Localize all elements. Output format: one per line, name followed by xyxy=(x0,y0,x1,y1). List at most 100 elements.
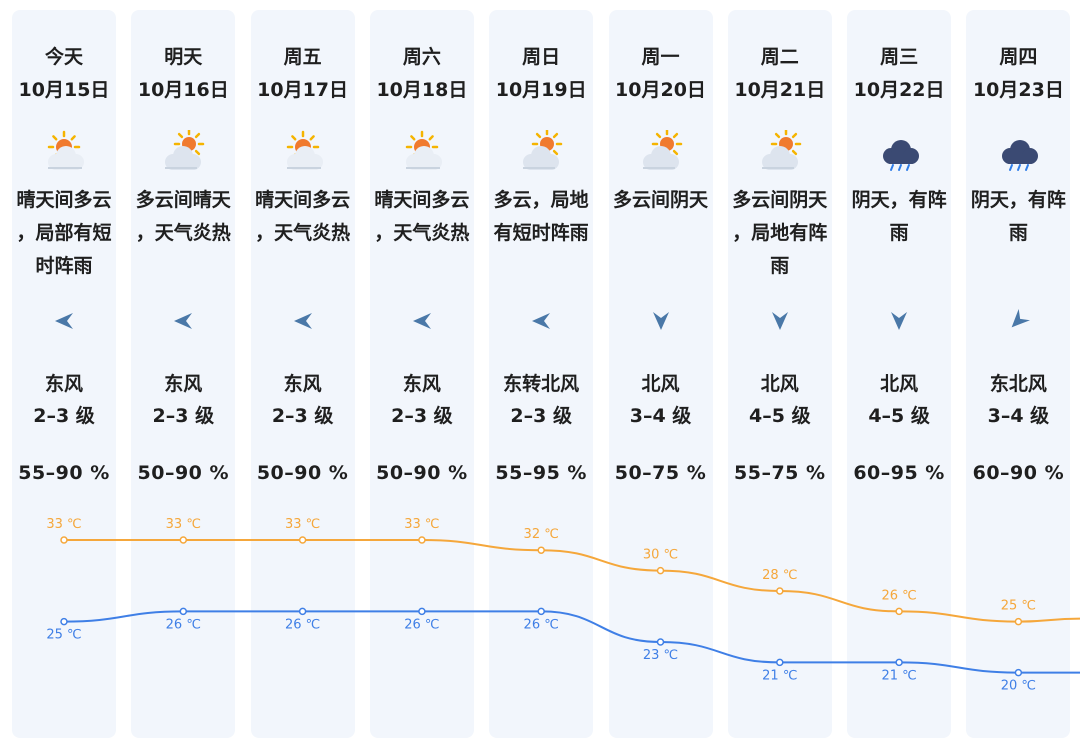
day-name: 周二 xyxy=(760,46,799,68)
cloud-with-sun-icon xyxy=(639,128,685,174)
wind-direction: 东风 xyxy=(44,373,83,395)
wind-direction: 东风 xyxy=(402,373,441,395)
weather-description: 多云，局地 有短时阵雨 xyxy=(493,189,589,244)
high-temp-point xyxy=(60,536,68,544)
sun-behind-cloud-icon xyxy=(281,130,327,174)
day-name: 周五 xyxy=(283,46,322,68)
arrow-left-icon xyxy=(171,309,195,333)
arrow-down-icon xyxy=(768,309,792,333)
weather-description: 阴天，有阵 雨 xyxy=(851,189,947,244)
arrow-left-icon xyxy=(529,309,553,333)
wind-direction: 北风 xyxy=(641,373,680,395)
date-label: 10月20日 xyxy=(615,79,706,101)
day-column[interactable]: 周四 10月23日 阴天，有阵 雨 东北风 3–4 级 60–90 % xyxy=(966,10,1071,738)
day-column[interactable]: 今天 10月15日 晴天间多云 ，局部有短 时阵雨 东风 2–3 级 55–90 % xyxy=(12,10,116,738)
high-temp-point xyxy=(298,536,307,544)
date-label: 10月21日 xyxy=(734,79,826,101)
wind-direction: 东转北风 xyxy=(503,373,580,395)
day-column[interactable]: 周五 10月17日 晴天间多云 ，天气炎热 东风 2–3 级 50–90 % xyxy=(250,10,355,738)
wind-direction: 北风 xyxy=(760,373,799,395)
low-temp-label: 25 ℃ xyxy=(46,628,81,643)
day-name: 今天 xyxy=(44,46,83,68)
date-label: 10月18日 xyxy=(376,79,468,101)
weather-description: 晴天间多云 ，天气炎热 xyxy=(255,189,351,244)
low-temp-point xyxy=(60,617,68,626)
humidity: 60–95 % xyxy=(853,462,945,484)
wind-direction: 东北风 xyxy=(989,373,1047,395)
rain-cloud-icon xyxy=(996,130,1042,174)
wind-level: 2–3 级 xyxy=(152,405,215,427)
high-temp-point xyxy=(776,587,784,595)
high-temp-point xyxy=(1014,617,1023,626)
high-temp-point xyxy=(537,546,545,554)
high-temp-label: 25 ℃ xyxy=(1001,599,1036,614)
high-temp-label: 28 ℃ xyxy=(762,568,797,583)
day-name: 周六 xyxy=(402,46,441,68)
high-temp-label: 32 ℃ xyxy=(524,527,559,542)
low-temp-point xyxy=(1014,668,1023,677)
low-temp-point xyxy=(656,638,665,646)
low-temp-point xyxy=(895,658,903,667)
cloud-with-sun-icon xyxy=(519,128,565,174)
date-label: 10月17日 xyxy=(257,79,349,101)
date-label: 10月15日 xyxy=(18,79,110,101)
wind-level: 2–3 级 xyxy=(271,405,334,427)
wind-level: 2–3 级 xyxy=(510,405,572,427)
date-label: 10月16日 xyxy=(137,79,229,101)
day-name: 周三 xyxy=(880,46,919,68)
low-temp-label: 23 ℃ xyxy=(643,648,678,663)
low-temp-label: 26 ℃ xyxy=(166,617,201,632)
day-column[interactable]: 周一 10月20日 多云间阴天 北风 3–4 级 50–75 % xyxy=(608,10,713,738)
low-temp-label: 21 ℃ xyxy=(762,668,797,683)
day-column[interactable]: 周二 10月21日 多云间阴天 ，局地有阵 雨 北风 4–5 级 55–75 % xyxy=(727,10,832,738)
weather-description: 晴天间多云 ，天气炎热 xyxy=(374,189,470,244)
low-temp-label: 26 ℃ xyxy=(285,617,320,632)
humidity: 55–75 % xyxy=(734,462,826,484)
high-temp-line xyxy=(64,538,1080,623)
arrow-left-icon xyxy=(291,309,315,333)
low-temp-point xyxy=(298,607,307,616)
high-temp-point xyxy=(418,536,426,544)
low-temp-label: 26 ℃ xyxy=(404,617,439,632)
humidity: 50–90 % xyxy=(256,462,349,484)
wind-level: 2–3 级 xyxy=(33,405,95,427)
high-temp-point xyxy=(895,607,903,616)
cloud-with-sun-icon xyxy=(161,128,207,174)
low-temp-label: 26 ℃ xyxy=(524,617,559,632)
cloud-with-sun-icon xyxy=(758,128,804,174)
sun-behind-cloud-icon xyxy=(42,130,88,174)
weather-description: 多云间阴天 ，局地有阵 雨 xyxy=(732,189,828,277)
high-temp-point xyxy=(656,566,665,575)
arrow-left-icon xyxy=(410,309,434,333)
arrow-down-icon xyxy=(649,309,673,333)
low-temp-line xyxy=(63,610,1080,674)
date-label: 10月19日 xyxy=(495,79,587,101)
humidity: 60–90 % xyxy=(972,462,1065,484)
arrow-left-icon xyxy=(52,309,76,333)
high-temp-label: 26 ℃ xyxy=(881,588,916,603)
rain-cloud-icon xyxy=(877,130,923,174)
wind-direction: 东风 xyxy=(283,373,322,395)
high-temp-point xyxy=(179,536,188,544)
date-label: 10月23日 xyxy=(972,79,1064,101)
day-column[interactable]: 周三 10月22日 阴天，有阵 雨 北风 4–5 级 60–95 % xyxy=(847,10,952,738)
low-temp-point xyxy=(418,607,426,616)
arrow-down-icon xyxy=(887,309,911,333)
wind-level: 2–3 级 xyxy=(391,405,453,427)
date-label: 10月22日 xyxy=(853,79,945,101)
day-column[interactable]: 明天 10月16日 多云间晴天 ，天气炎热 东风 2–3 级 50–90 % xyxy=(131,10,236,738)
day-column[interactable]: 周六 10月18日 晴天间多云 ，天气炎热 东风 2–3 级 50–90 % xyxy=(369,10,474,738)
high-temp-label: 30 ℃ xyxy=(643,548,678,563)
day-name: 明天 xyxy=(164,46,203,68)
low-temp-label: 21 ℃ xyxy=(881,668,916,683)
high-temp-label: 33 ℃ xyxy=(46,517,81,532)
humidity: 50–75 % xyxy=(614,462,707,484)
weather-description: 晴天间多云 ，局部有短 时阵雨 xyxy=(16,189,112,277)
day-name: 周一 xyxy=(641,46,680,68)
wind-level: 3–4 级 xyxy=(987,405,1050,427)
wind-level: 3–4 级 xyxy=(629,405,692,427)
low-temp-point xyxy=(179,607,188,616)
humidity: 50–90 % xyxy=(376,462,468,484)
